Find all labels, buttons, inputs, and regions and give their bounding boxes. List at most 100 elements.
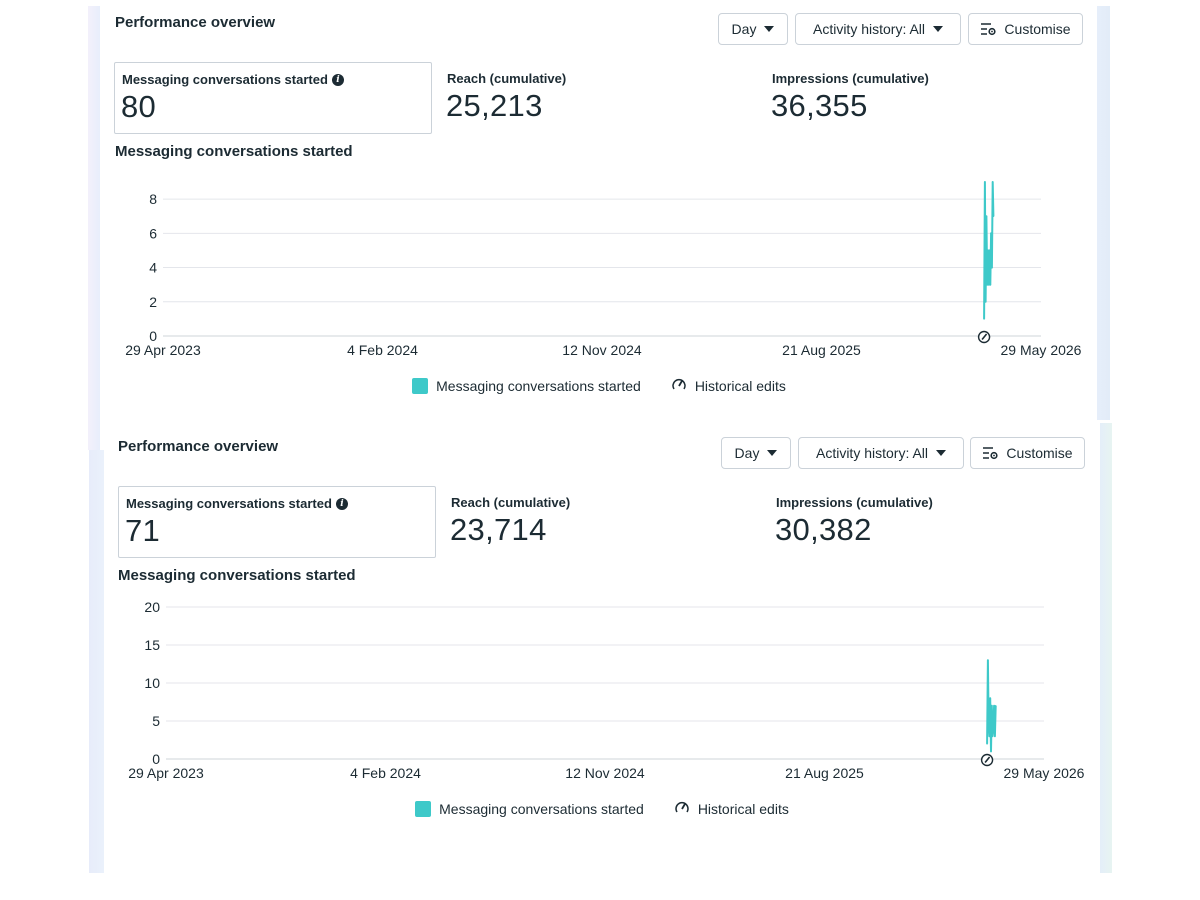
customise-button[interactable]: Customise	[970, 437, 1085, 469]
data-point	[988, 735, 991, 737]
x-tick-label: 29 May 2026	[1004, 765, 1085, 781]
data-point	[983, 318, 985, 320]
metric-value: 36,355	[771, 88, 868, 123]
metric-card-reach[interactable]: Reach (cumulative) 25,213	[440, 62, 740, 134]
right-edge-strip-lower	[1100, 423, 1112, 873]
day-dropdown[interactable]: Day	[718, 13, 788, 45]
legend-item-series[interactable]: Messaging conversations started	[415, 799, 644, 818]
metric-card-reach[interactable]: Reach (cumulative) 23,714	[444, 486, 744, 558]
metric-value: 25,213	[446, 88, 543, 123]
chart-legend: Messaging conversations started Historic…	[104, 799, 1100, 818]
activity-history-label: Activity history: All	[815, 445, 929, 461]
data-point	[987, 283, 990, 286]
caret-down-icon	[933, 26, 944, 32]
legend-swatch	[415, 800, 432, 817]
x-tick-label: 29 Apr 2023	[125, 342, 201, 358]
day-dropdown-label: Day	[734, 445, 760, 461]
data-point	[987, 249, 989, 252]
y-tick-label: 4	[149, 260, 157, 276]
metric-label-row: Messaging conversations started i	[122, 72, 344, 87]
x-tick-label: 21 Aug 2025	[785, 765, 864, 781]
y-tick-label: 5	[152, 713, 160, 729]
caret-down-icon	[764, 26, 775, 32]
activity-history-dropdown[interactable]: Activity history: All	[795, 13, 961, 45]
marker-pencil	[984, 756, 991, 764]
legend-edits-label: Historical edits	[694, 377, 786, 394]
metric-label: Impressions (cumulative)	[772, 71, 929, 86]
y-tick-label: 0	[149, 328, 157, 344]
legend-edits-label: Historical edits	[697, 800, 789, 817]
marker-pencil	[981, 333, 988, 341]
y-tick-label: 0	[152, 751, 160, 767]
y-tick-label: 20	[144, 599, 160, 615]
data-point	[988, 249, 991, 252]
info-icon[interactable]: i	[335, 497, 348, 510]
day-dropdown[interactable]: Day	[721, 437, 791, 469]
info-icon[interactable]: i	[331, 73, 344, 86]
chart-heading: Messaging conversations started	[115, 143, 353, 160]
activity-history-dropdown[interactable]: Activity history: All	[798, 437, 964, 469]
right-edge-strip	[1097, 6, 1110, 420]
data-point	[989, 697, 991, 699]
metric-label: Reach (cumulative)	[451, 495, 571, 510]
caret-down-icon	[936, 450, 947, 456]
line-chart: 0 5 10 15 20 29 Apr 2023 4 Feb 2024 12 Nov 2024…	[128, 599, 1085, 781]
metric-card-impressions[interactable]: Impressions (cumulative) 30,382	[769, 486, 1069, 558]
performance-overview-panel: Performance overview Day Activity histor…	[101, 0, 1097, 420]
left-edge-strip-lower	[89, 450, 104, 873]
data-point	[984, 181, 986, 183]
metric-card-impressions[interactable]: Impressions (cumulative) 36,355	[765, 62, 1065, 134]
metric-label: Impressions (cumulative)	[776, 495, 933, 510]
y-tick-label: 8	[149, 191, 157, 207]
pencil-gauge-icon	[671, 376, 687, 395]
caret-down-icon	[767, 450, 778, 456]
legend-series-label: Messaging conversations started	[436, 377, 641, 394]
metric-value: 23,714	[450, 512, 547, 547]
metric-card-messaging[interactable]: Messaging conversations started i 80	[114, 62, 432, 134]
x-tick-label: 4 Feb 2024	[347, 342, 418, 358]
series-line	[986, 659, 997, 753]
x-tick-label: 12 Nov 2024	[562, 342, 642, 358]
metric-label-row: Messaging conversations started i	[126, 496, 348, 511]
chart-heading: Messaging conversations started	[118, 567, 356, 584]
day-dropdown-label: Day	[731, 21, 757, 37]
data-point	[994, 735, 996, 737]
activity-history-label: Activity history: All	[812, 21, 926, 37]
x-tick-label: 29 Apr 2023	[128, 765, 204, 781]
metric-card-messaging[interactable]: Messaging conversations started i 71	[118, 486, 436, 558]
data-point	[993, 705, 995, 707]
legend-swatch	[412, 377, 429, 394]
historical-edit-marker-icon	[977, 330, 991, 344]
data-point	[990, 232, 992, 235]
data-point	[992, 727, 995, 730]
data-point	[985, 215, 988, 218]
metric-value: 71	[125, 513, 161, 548]
data-point	[987, 659, 989, 661]
data-point	[986, 283, 988, 286]
sliders-gear-icon	[982, 446, 999, 460]
chart-legend: Messaging conversations started Historic…	[101, 376, 1097, 395]
data-point	[989, 283, 992, 286]
legend-item-edits[interactable]: Historical edits	[671, 376, 786, 395]
data-point	[991, 181, 994, 183]
historical-edit-marker-icon	[980, 753, 994, 767]
panel-title: Performance overview	[118, 438, 279, 455]
x-tick-label: 12 Nov 2024	[565, 765, 645, 781]
data-point	[991, 266, 993, 269]
x-tick-label: 4 Feb 2024	[350, 765, 421, 781]
customise-button[interactable]: Customise	[968, 13, 1083, 45]
legend-item-series[interactable]: Messaging conversations started	[412, 376, 641, 395]
data-point	[991, 735, 994, 737]
panel-title: Performance overview	[115, 14, 276, 31]
metric-label: Reach (cumulative)	[447, 71, 567, 86]
legend-item-edits[interactable]: Historical edits	[674, 799, 789, 818]
sliders-gear-icon	[980, 22, 997, 36]
customise-label: Customise	[1006, 445, 1073, 461]
data-point	[987, 720, 990, 722]
x-tick-label: 29 May 2026	[1001, 342, 1082, 358]
metric-value: 30,382	[775, 512, 872, 547]
customise-label: Customise	[1004, 21, 1071, 37]
metric-label: Messaging conversations started	[126, 496, 332, 511]
metric-value: 80	[121, 89, 157, 124]
line-chart: 0 2 4 6 8 29 Apr 2023 4 Feb 2024 12 Nov 2024 21 …	[125, 181, 1082, 358]
